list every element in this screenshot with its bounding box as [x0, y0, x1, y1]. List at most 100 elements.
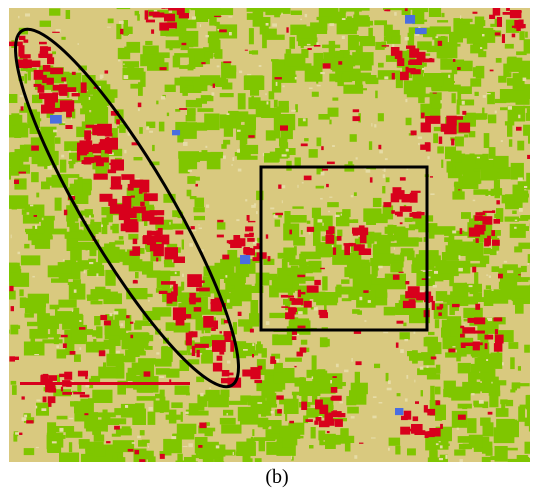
urban-patch — [151, 29, 155, 34]
vegetation-patch — [111, 433, 121, 437]
urban-patch — [289, 229, 292, 235]
urban-patch — [314, 279, 321, 286]
vegetation-patch — [69, 222, 79, 236]
urban-patch — [401, 415, 408, 421]
urban-patch — [484, 343, 488, 350]
urban-patch — [104, 137, 118, 150]
urban-patch — [230, 340, 235, 352]
vegetation-patch — [275, 66, 287, 70]
urban-patch — [402, 300, 416, 309]
vegetation-patch — [12, 385, 17, 395]
vegetation-patch — [46, 447, 55, 452]
urban-patch — [39, 41, 47, 45]
urban-patch — [265, 234, 269, 239]
vegetation-patch — [300, 339, 308, 345]
vegetation-patch — [67, 84, 84, 89]
vegetation-patch — [122, 355, 136, 363]
vegetation-patch — [308, 149, 318, 158]
vegetation-patch — [306, 69, 315, 74]
soil-speckle — [256, 211, 258, 215]
vegetation-patch — [433, 226, 456, 235]
urban-patch — [47, 396, 56, 404]
vegetation-patch — [24, 313, 34, 318]
vegetation-patch — [92, 330, 102, 337]
soil-speckle — [118, 59, 121, 62]
soil-speckle — [371, 123, 373, 127]
vegetation-patch — [514, 383, 530, 387]
vegetation-patch — [273, 99, 278, 108]
vegetation-patch — [480, 417, 491, 426]
urban-patch — [157, 0, 169, 2]
urban-patch — [189, 292, 196, 305]
vegetation-patch — [446, 62, 452, 67]
vegetation-patch — [430, 225, 438, 233]
soil-speckle — [35, 446, 39, 449]
vegetation-patch — [150, 65, 162, 68]
vegetation-patch — [290, 24, 307, 35]
soil-speckle — [62, 121, 66, 124]
vegetation-patch — [342, 8, 355, 12]
vegetation-patch — [441, 72, 454, 89]
vegetation-patch — [468, 434, 483, 448]
vegetation-patch — [174, 18, 185, 26]
urban-patch — [93, 86, 98, 89]
vegetation-patch — [141, 439, 150, 443]
vegetation-patch — [216, 222, 226, 230]
vegetation-patch — [54, 197, 62, 211]
vegetation-patch — [188, 403, 199, 414]
vegetation-patch — [439, 48, 444, 56]
vegetation-patch — [134, 322, 142, 330]
urban-patch — [149, 239, 156, 252]
urban-patch — [138, 189, 143, 194]
urban-patch — [164, 247, 178, 260]
vegetation-patch — [524, 417, 530, 427]
vegetation-patch — [377, 113, 384, 122]
vegetation-patch — [205, 389, 220, 402]
vegetation-patch — [263, 258, 275, 265]
vegetation-patch — [144, 216, 148, 226]
urban-patch — [97, 128, 106, 135]
vegetation-patch — [523, 105, 530, 109]
urban-patch — [116, 119, 120, 125]
vegetation-patch — [324, 242, 329, 251]
soil-speckle — [265, 321, 270, 325]
vegetation-patch — [68, 283, 86, 300]
vegetation-patch — [196, 376, 205, 383]
soil-speckle — [239, 70, 243, 74]
vegetation-patch — [300, 26, 317, 39]
urban-patch — [145, 19, 155, 23]
vegetation-patch — [496, 208, 504, 222]
urban-patch — [114, 425, 120, 430]
vegetation-patch — [139, 127, 143, 134]
vegetation-patch — [98, 366, 118, 379]
urban-patch — [226, 240, 240, 244]
vegetation-patch — [324, 305, 327, 312]
soil-speckle — [460, 15, 462, 19]
vegetation-patch — [385, 177, 390, 183]
vegetation-patch — [390, 0, 410, 6]
urban-patch — [130, 334, 134, 339]
urban-patch — [26, 420, 34, 424]
vegetation-patch — [229, 257, 249, 267]
vegetation-patch — [115, 428, 132, 436]
vegetation-patch — [336, 284, 342, 298]
soil-speckle — [480, 47, 483, 49]
soil-speckle — [459, 459, 463, 462]
vegetation-patch — [328, 40, 336, 54]
urban-patch — [475, 212, 486, 216]
urban-patch — [451, 138, 455, 146]
vegetation-patch — [152, 144, 155, 152]
vegetation-patch — [425, 336, 438, 347]
vegetation-patch — [139, 430, 145, 436]
soil-speckle — [215, 445, 220, 449]
vegetation-patch — [416, 76, 431, 85]
urban-patch — [516, 126, 522, 131]
urban-patch — [318, 309, 328, 315]
soil-speckle — [17, 251, 21, 255]
soil-speckle — [291, 455, 293, 460]
vegetation-patch — [127, 26, 133, 34]
urban-patch — [254, 379, 262, 384]
vegetation-patch — [201, 8, 219, 14]
urban-patch — [257, 365, 263, 370]
soil-speckle — [335, 363, 339, 368]
